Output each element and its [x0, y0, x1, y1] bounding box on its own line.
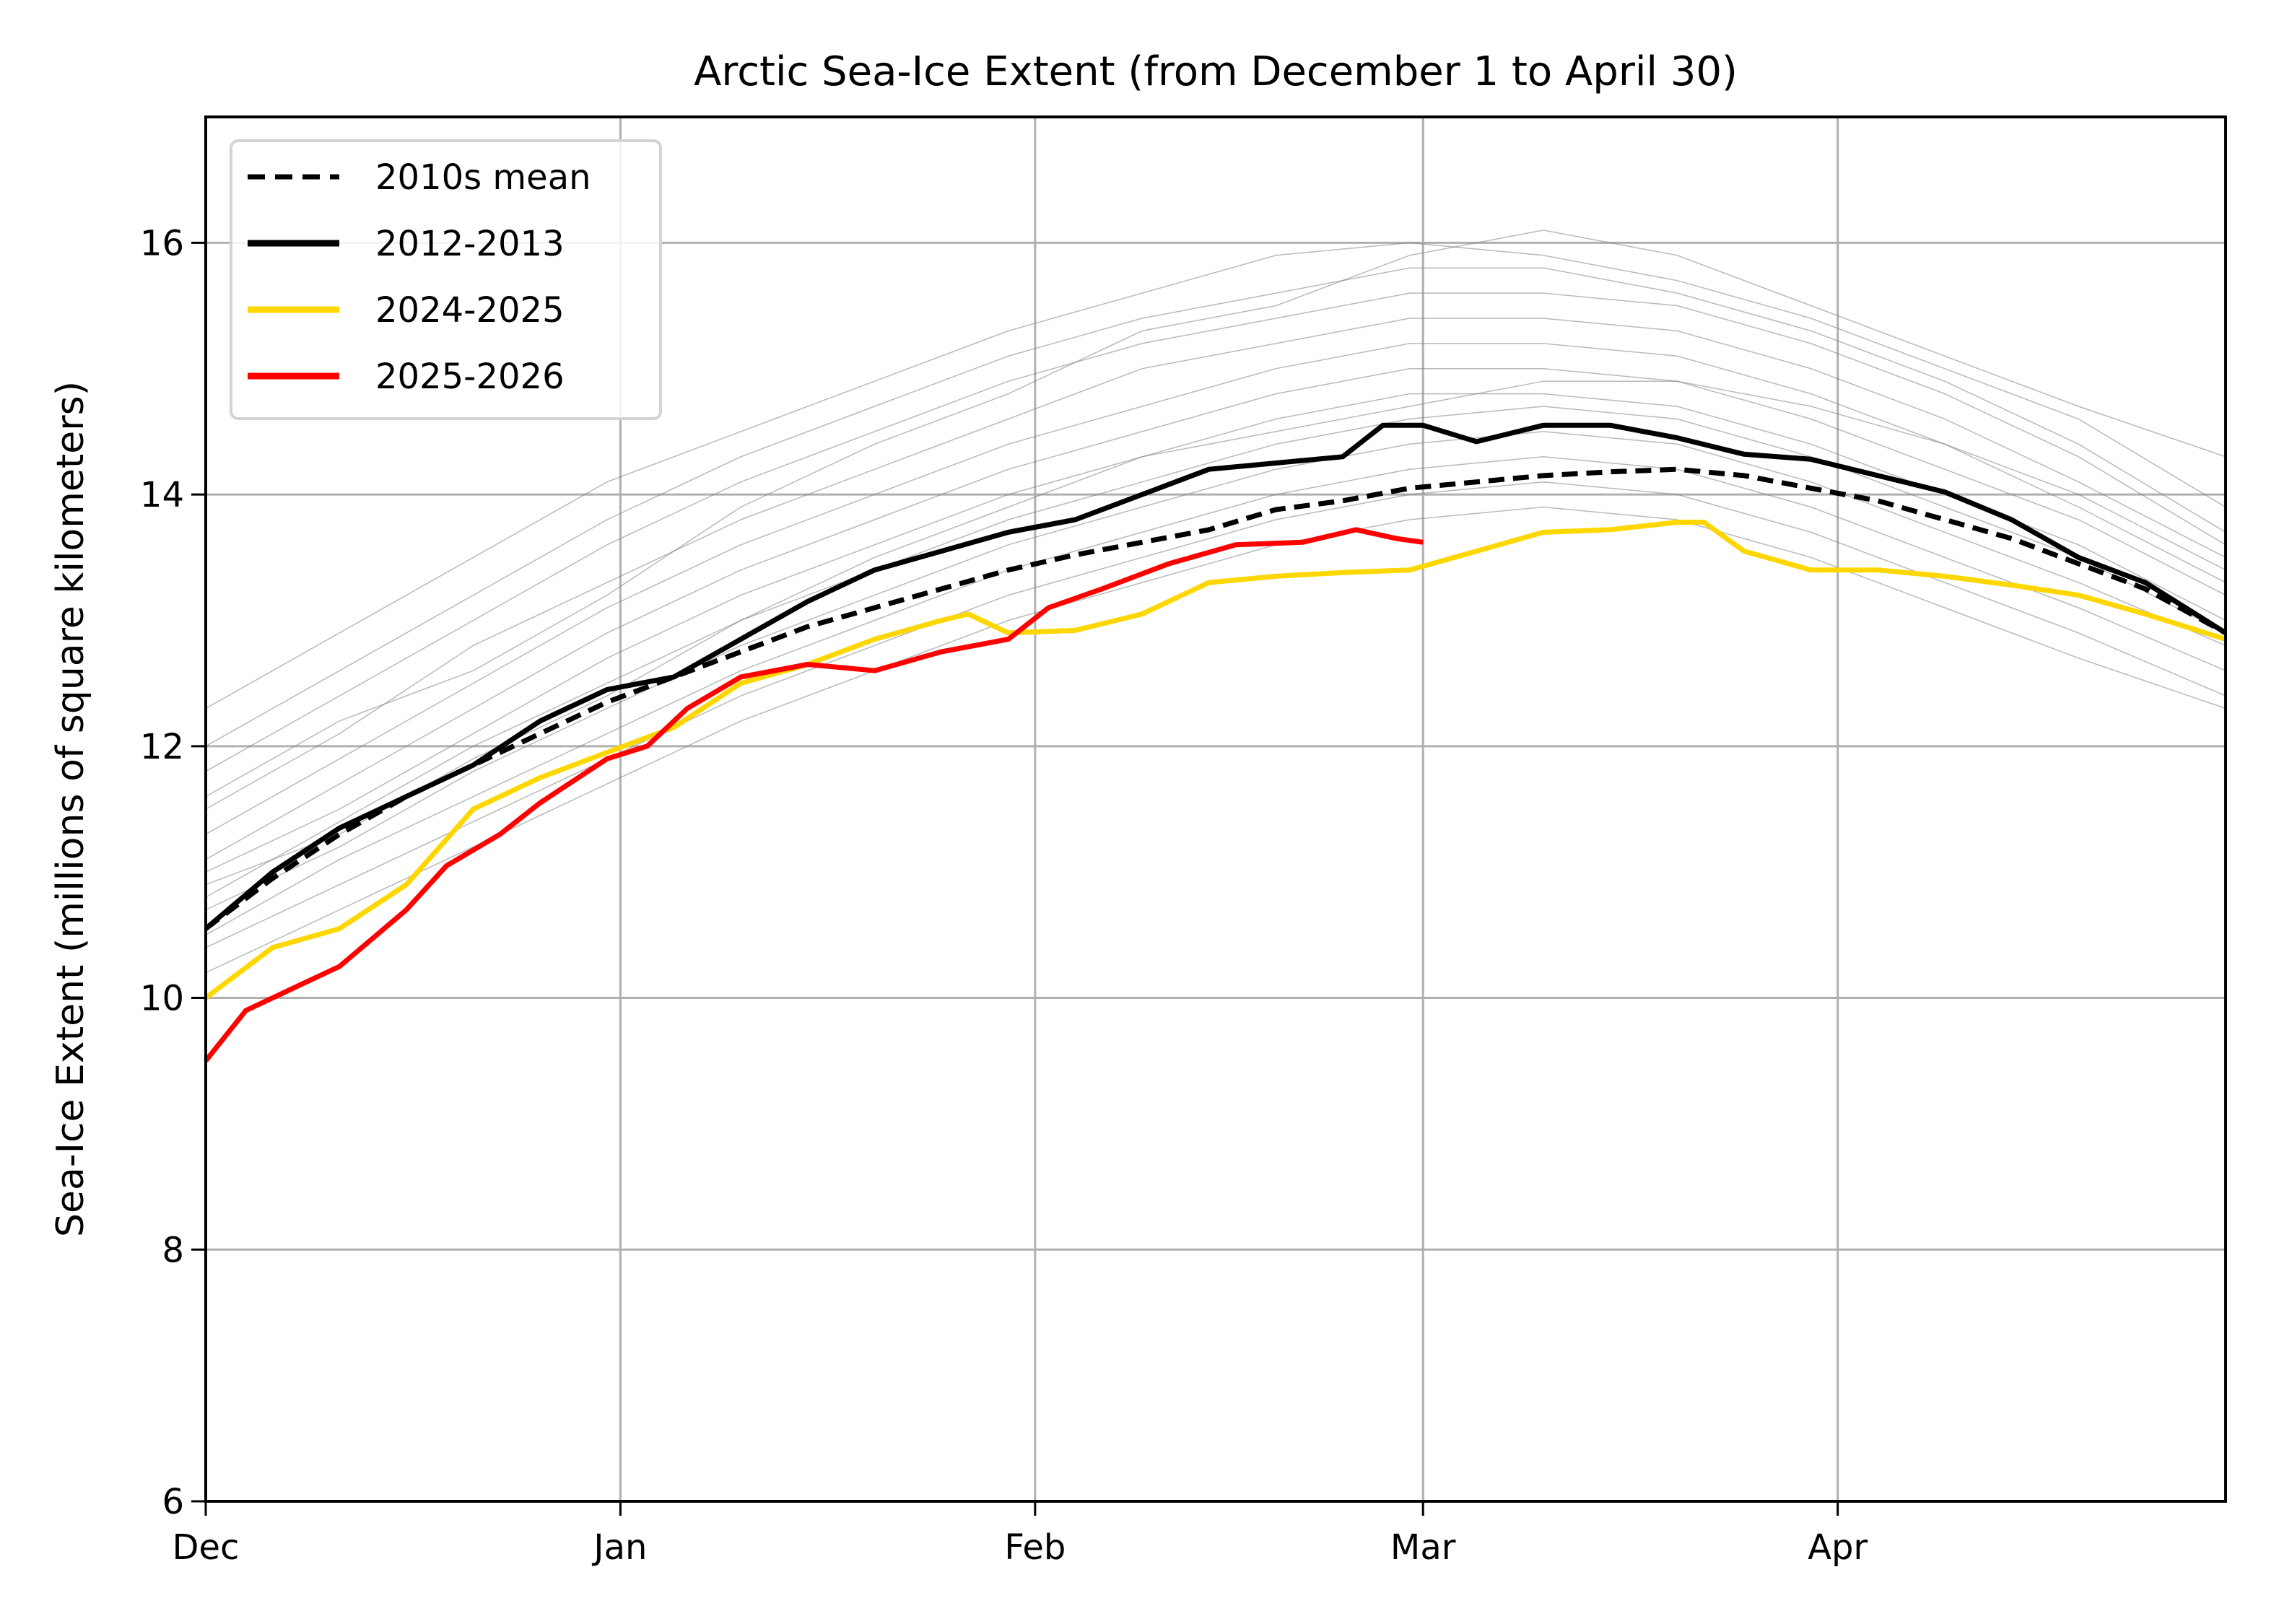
series-line-2012-2013 [204, 422, 2227, 931]
x-tick-label: Feb [1004, 1527, 1066, 1568]
series-line-2024-2025 [204, 520, 2227, 1000]
background-series-line [205, 481, 2226, 948]
background-series-group [205, 230, 2226, 974]
background-series-line [205, 230, 2226, 798]
series-line-2010s-mean [204, 466, 2227, 931]
x-tick-label: Dec [173, 1527, 240, 1568]
background-series-line [205, 380, 2226, 886]
background-series-line [205, 406, 2226, 898]
y-tick-label: 12 [140, 727, 184, 767]
chart-title: Arctic Sea-Ice Extent (from December 1 t… [694, 48, 1738, 95]
background-series-line [205, 456, 2226, 936]
legend-label: 2024-2025 [375, 290, 565, 331]
x-tick-label: Jan [591, 1527, 647, 1568]
background-series-line [205, 267, 2226, 747]
background-series-line [205, 318, 2226, 810]
series-line-2025-2026 [204, 527, 1424, 1062]
background-series-line [205, 367, 2226, 860]
background-series-line [205, 242, 2226, 710]
y-tick-label: 16 [140, 223, 184, 263]
legend-label: 2025-2026 [375, 357, 565, 397]
background-series-line [205, 292, 2226, 772]
background-series-line [205, 393, 2226, 873]
background-series-line [205, 343, 2226, 835]
y-tick-label: 10 [140, 979, 184, 1019]
plot-frame [204, 115, 2227, 1503]
main-series-group [204, 422, 2227, 1062]
legend-box [230, 139, 662, 420]
background-series-line [205, 431, 2226, 911]
grid [204, 117, 2226, 1503]
legend-label: 2010s mean [375, 157, 591, 198]
y-tick-label: 6 [162, 1482, 184, 1522]
y-axis-ticks: 6 8 10 12 14 16 [140, 223, 206, 1522]
y-tick-label: 14 [140, 475, 184, 515]
x-tick-label: Mar [1390, 1527, 1456, 1568]
y-axis-label: Sea-Ice Extent (millions of square kilom… [49, 381, 92, 1237]
legend-label: 2012-2013 [375, 224, 565, 264]
x-axis-ticks: Dec Jan Feb Mar Apr [173, 1501, 1868, 1568]
legend: 2010s mean 2012-2013 2024-2025 2025-2026 [230, 139, 662, 420]
x-tick-label: Apr [1808, 1527, 1868, 1568]
y-tick-label: 8 [162, 1230, 184, 1270]
background-series-line [205, 506, 2226, 974]
